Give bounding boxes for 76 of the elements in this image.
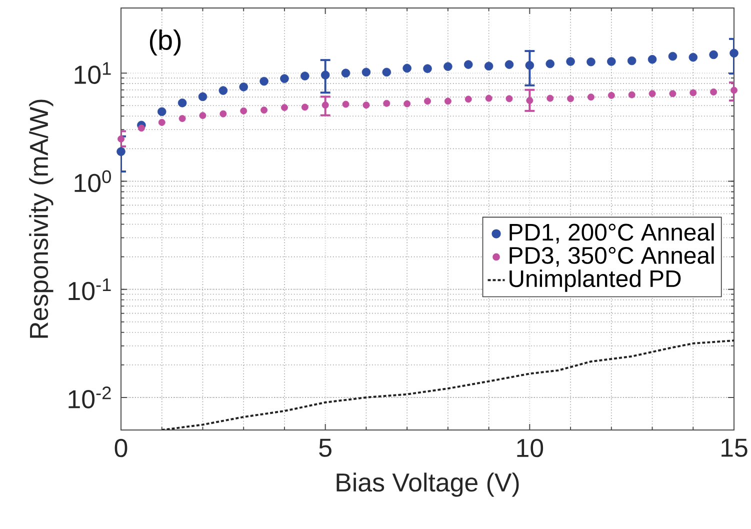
- point: [341, 68, 350, 78]
- y-tick-label: 10$^{-1}$: [68, 278, 111, 300]
- point: [116, 147, 126, 156]
- point: [444, 62, 452, 71]
- point: [485, 94, 492, 102]
- point: [546, 59, 554, 68]
- point: [198, 92, 208, 102]
- point: [464, 60, 473, 69]
- point: [178, 115, 186, 122]
- point: [220, 110, 227, 118]
- point: [668, 52, 678, 61]
- point: [424, 98, 431, 105]
- point: [118, 135, 124, 142]
- y-tick-label: 10$^{1}$: [74, 62, 111, 84]
- point: [525, 60, 534, 70]
- y-tick-label: 10$^{0}$: [74, 170, 111, 192]
- point: [239, 82, 248, 92]
- annotation: (b): [150, 30, 181, 56]
- point: [504, 60, 514, 69]
- point: [587, 94, 594, 101]
- line-series: [160, 340, 734, 430]
- point: [567, 95, 574, 102]
- point: [464, 96, 472, 103]
- point: [566, 57, 575, 66]
- x-tick-label: 15: [722, 438, 748, 457]
- point: [158, 118, 166, 126]
- point: [608, 92, 615, 99]
- point: [586, 57, 596, 66]
- point: [627, 56, 636, 66]
- point: [546, 94, 554, 102]
- legend-label: PD1, 200°C Anneal: [510, 223, 714, 244]
- point: [240, 107, 248, 114]
- point: [402, 64, 412, 73]
- point: [444, 98, 452, 105]
- point: [300, 72, 310, 80]
- x-axis-title: Bias Voltage (V): [336, 472, 519, 497]
- point: [648, 90, 656, 98]
- x-tick-label: 5: [319, 438, 332, 457]
- x-tick-label: 0: [114, 438, 128, 458]
- point: [362, 68, 371, 77]
- point: [260, 76, 268, 86]
- x-tick-label: 10: [517, 438, 544, 458]
- point: [710, 88, 718, 96]
- point: [138, 124, 145, 132]
- point: [218, 86, 228, 95]
- y-axis-title: Responsivity (mA/W): [29, 100, 54, 338]
- point: [280, 104, 288, 112]
- point: [690, 89, 697, 96]
- point: [526, 97, 534, 104]
- point: [730, 48, 738, 58]
- point: [383, 100, 390, 107]
- point: [342, 100, 350, 108]
- point: [648, 54, 657, 64]
- point: [404, 100, 411, 108]
- point: [484, 62, 494, 71]
- point: [669, 90, 676, 98]
- point: [362, 102, 370, 109]
- point: [199, 112, 206, 120]
- legend-label: Unimplanted PD: [510, 270, 681, 292]
- point: [688, 52, 698, 62]
- point: [730, 86, 738, 94]
- point: [607, 57, 616, 66]
- point: [178, 98, 187, 108]
- point: [709, 50, 718, 60]
- point: [322, 102, 329, 109]
- point: [280, 74, 289, 83]
- point: [320, 70, 330, 80]
- point: [260, 106, 268, 114]
- point: [382, 68, 392, 77]
- point: [506, 95, 513, 102]
- point: [423, 64, 432, 74]
- legend-label: PD3, 350°C Anneal: [510, 246, 714, 267]
- y-tick-label: 10$^{-2}$: [68, 386, 111, 408]
- point: [157, 107, 166, 116]
- point: [301, 104, 308, 111]
- point: [628, 91, 636, 98]
